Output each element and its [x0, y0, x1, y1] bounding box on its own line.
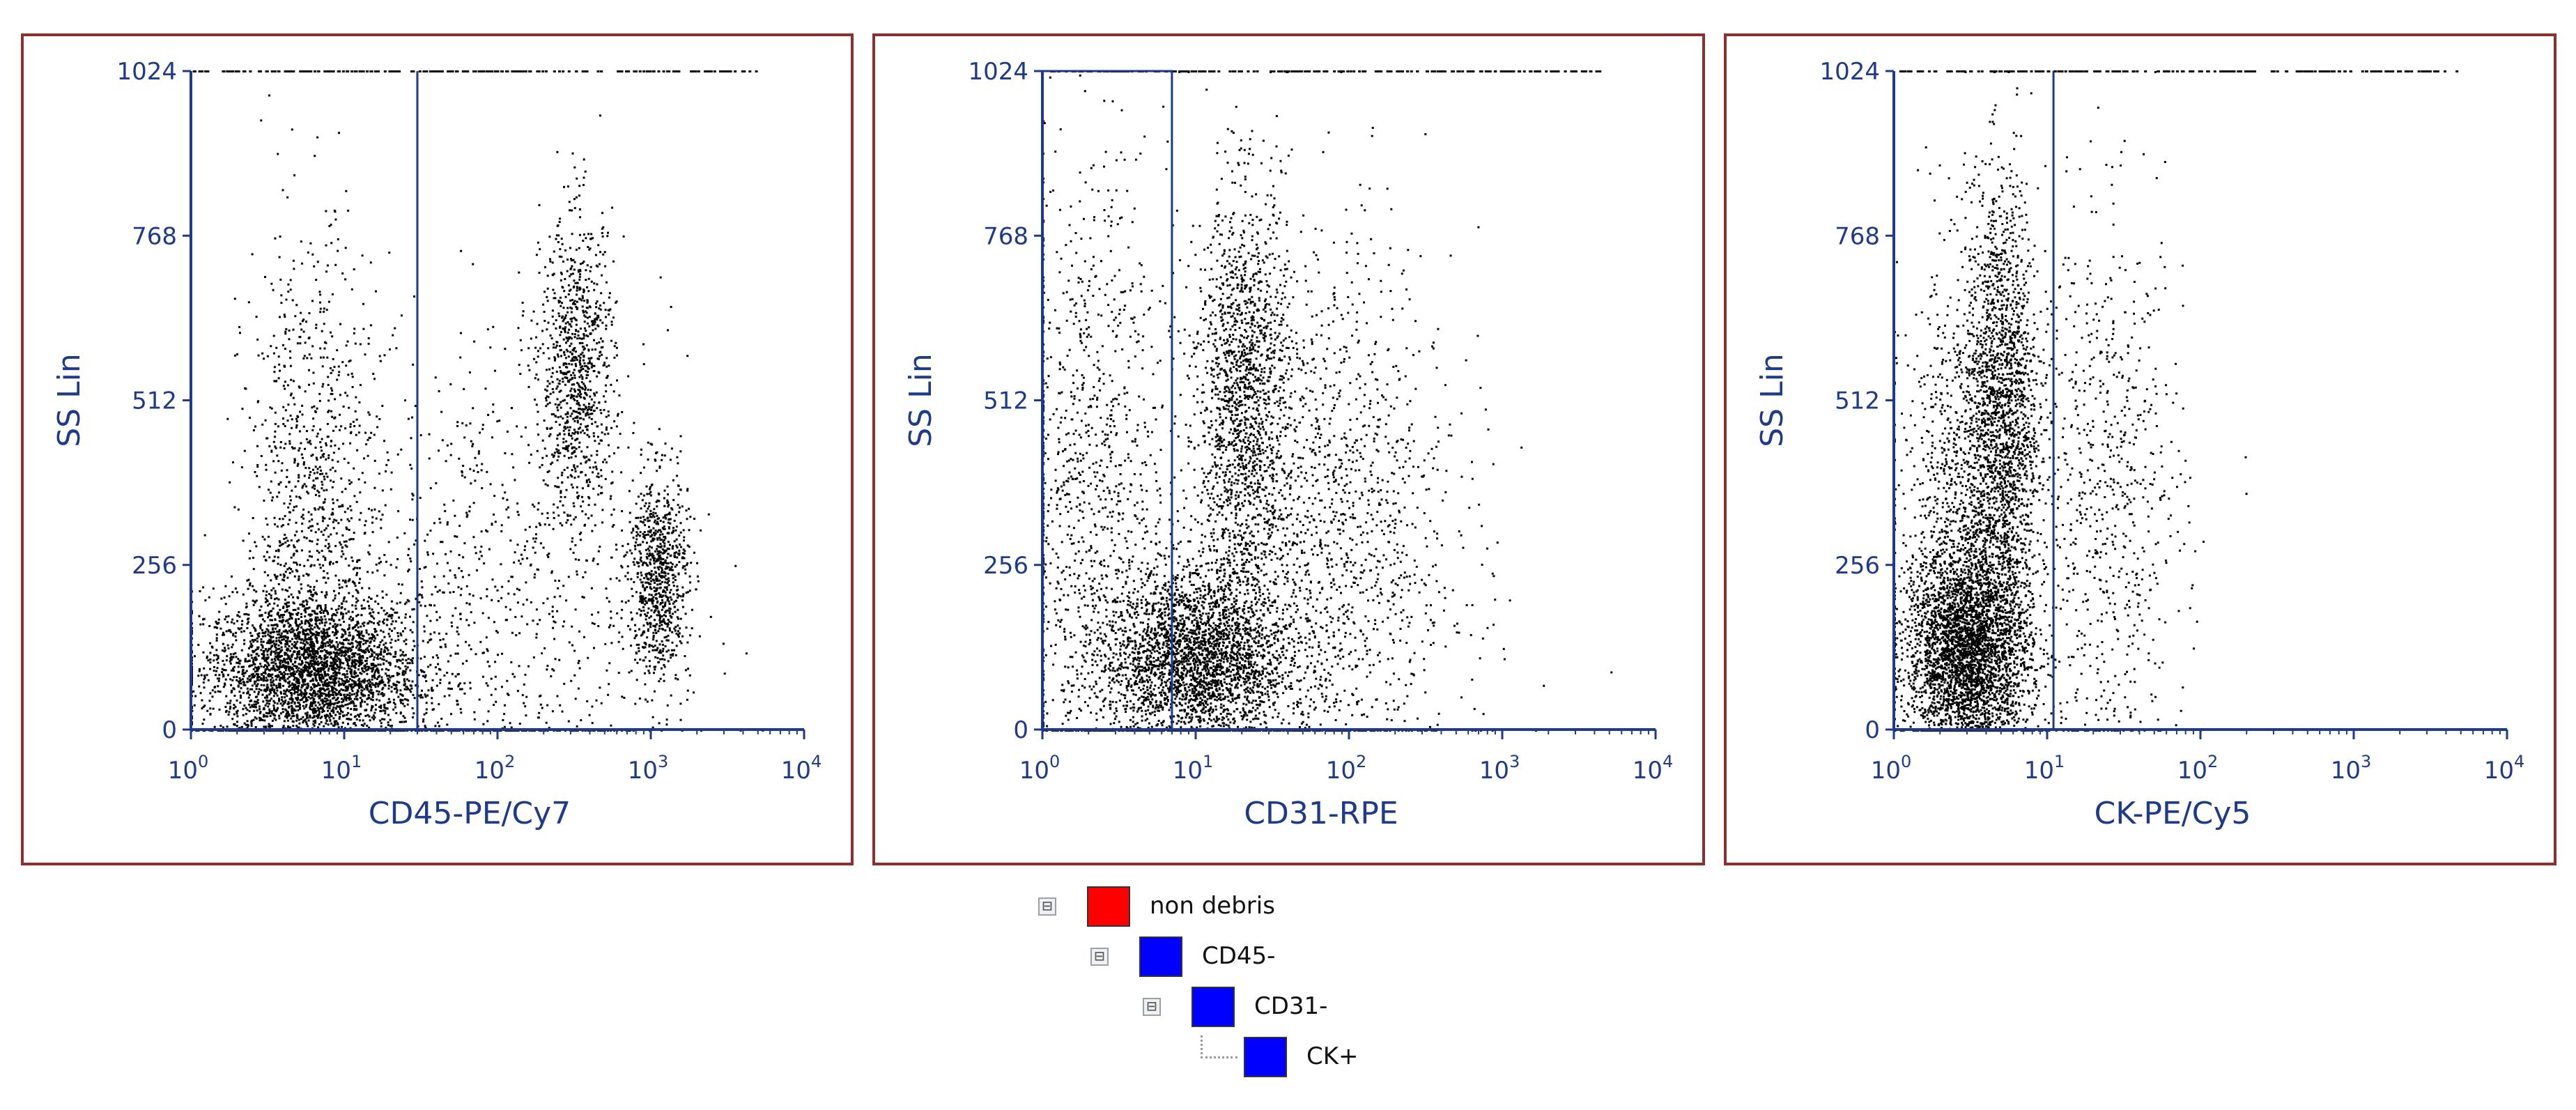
event-dots [191, 70, 764, 732]
tree-node-label: non debris [1150, 892, 1275, 920]
y-tick-label: 0 [1865, 716, 1880, 744]
tree-node-label: CD31- [1254, 992, 1328, 1020]
y-tick-label: 256 [983, 552, 1028, 580]
y-tick-label: 768 [983, 222, 1028, 250]
event-dots [1894, 70, 2459, 732]
x-tick-label: 100 [1019, 752, 1061, 785]
x-axis-title: CD31-RPE [1244, 796, 1398, 831]
collapse-icon[interactable]: ⊟ [1090, 948, 1109, 966]
y-axis-title: SS Lin [1754, 353, 1790, 447]
y-tick-label: 768 [1835, 222, 1880, 250]
gate-color-swatch [1139, 936, 1182, 977]
x-tick-label: 101 [2024, 752, 2065, 785]
collapse-icon[interactable]: ⊟ [1038, 897, 1056, 916]
x-tick-label: 104 [1633, 752, 1674, 785]
y-axis-title: SS Lin [52, 353, 87, 447]
gate-color-swatch [1244, 1037, 1287, 1077]
x-tick-label: 103 [1479, 752, 1520, 785]
y-tick-label: 512 [983, 387, 1028, 415]
tree-connector-line [1201, 1035, 1237, 1058]
plot-panel-ck: 0 256 512 768 1024 100 101 102 103 104 CK-PE/Cy5 SS… [1724, 33, 2556, 865]
y-tick-label: 768 [132, 222, 177, 250]
x-tick-label: 104 [781, 752, 822, 785]
plot-panel-cd45: 0 256 512 768 1024 100 101 102 103 104 CD45-PE/Cy7… [21, 33, 854, 865]
x-tick-label: 103 [2331, 752, 2372, 785]
event-dots [1042, 70, 1613, 732]
x-axis-title: CD45-PE/Cy7 [369, 796, 571, 831]
gate-hierarchy-tree: ⊟ non debris ⊟ CD45- ⊟ CD31- CK+ [1038, 885, 1526, 1108]
x-tick-label: 103 [628, 752, 669, 785]
x-tick-label: 100 [168, 752, 209, 785]
x-tick-label: 102 [475, 752, 516, 785]
x-tick-label: 101 [321, 752, 362, 785]
x-tick-label: 104 [2484, 752, 2525, 785]
gate-rect [1041, 70, 1173, 731]
tree-node-label: CK+ [1306, 1042, 1359, 1070]
x-axis-title: CK-PE/Cy5 [2095, 796, 2251, 831]
y-tick-label: 1024 [116, 58, 177, 86]
y-tick-label: 1024 [1819, 58, 1880, 86]
plot-panel-cd31: 0 256 512 768 1024 100 101 102 103 104 CD31-RPE SS … [872, 33, 1705, 865]
y-tick-label: 512 [1835, 387, 1880, 415]
y-tick-label: 256 [132, 552, 177, 580]
scatter-plot-ck: 0 256 512 768 1024 100 101 102 103 104 CK-PE/Cy5 SS… [1754, 58, 2525, 831]
y-tick-label: 256 [1835, 552, 1880, 580]
collapse-icon[interactable]: ⊟ [1143, 998, 1161, 1016]
tree-node-label: CD45- [1202, 942, 1276, 970]
x-tick-label: 102 [1326, 752, 1367, 785]
gate-color-swatch [1087, 886, 1130, 927]
event-dot-path [1042, 70, 1613, 732]
gate-color-swatch [1191, 987, 1235, 1027]
y-tick-label: 0 [162, 716, 177, 744]
scatter-plot-cd45: 0 256 512 768 1024 100 101 102 103 104 CD45-PE/Cy7… [52, 58, 822, 831]
event-dot-path [191, 70, 764, 732]
y-axis-title: SS Lin [903, 353, 939, 447]
x-tick-label: 101 [1173, 752, 1214, 785]
x-tick-label: 100 [1871, 752, 1912, 785]
event-dot-path [1894, 70, 2459, 732]
y-tick-label: 1024 [968, 58, 1028, 86]
scatter-plot-cd31: 0 256 512 768 1024 100 101 102 103 104 CD31-RPE SS … [903, 58, 1674, 831]
y-tick-label: 0 [1013, 716, 1028, 744]
x-tick-label: 102 [2177, 752, 2219, 785]
y-tick-label: 512 [132, 387, 177, 415]
